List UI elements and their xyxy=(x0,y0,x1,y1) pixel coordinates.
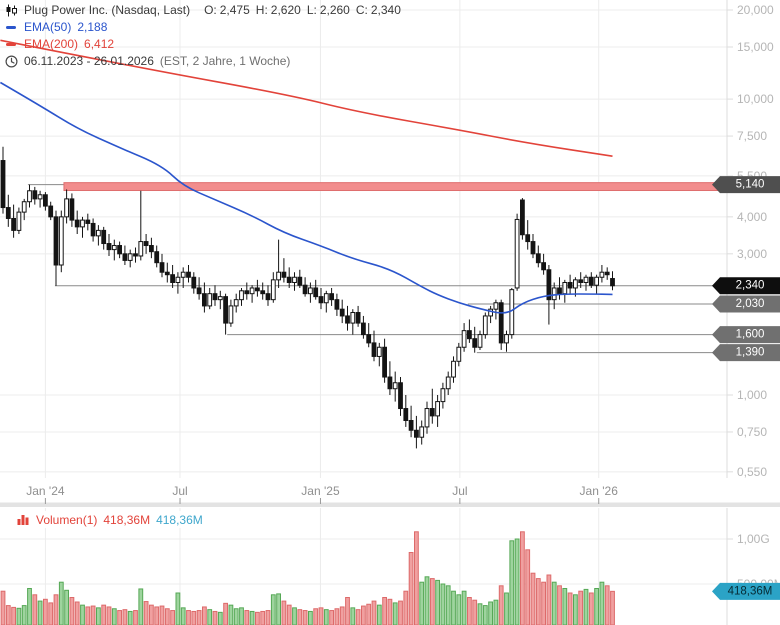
svg-text:2,340: 2,340 xyxy=(736,280,765,292)
ema200-label: EMA(200) xyxy=(24,37,79,51)
ema50-value: 2,188 xyxy=(77,20,108,34)
volume-bars-icon xyxy=(16,514,30,525)
svg-text:Jan '26: Jan '26 xyxy=(580,484,619,498)
svg-text:0,750: 0,750 xyxy=(737,425,767,439)
main-legend: Plug Power Inc. (Nasdaq, Last) O: 2,475 H… xyxy=(4,2,401,70)
svg-text:1,000: 1,000 xyxy=(737,388,767,402)
svg-text:0,550: 0,550 xyxy=(737,465,767,479)
close-value: C: 2,340 xyxy=(355,3,401,17)
svg-text:7,500: 7,500 xyxy=(737,129,767,143)
svg-text:4,000: 4,000 xyxy=(737,210,767,224)
clock-icon xyxy=(4,55,18,68)
svg-text:15,000: 15,000 xyxy=(737,40,774,54)
instrument-title: Plug Power Inc. (Nasdaq, Last) xyxy=(24,3,191,17)
ema50-row: EMA(50) 2,188 xyxy=(4,19,401,36)
volume-value-current: 418,36M xyxy=(156,512,203,527)
svg-text:1,600: 1,600 xyxy=(736,329,765,341)
svg-text:1,390: 1,390 xyxy=(736,347,765,359)
svg-text:Jul: Jul xyxy=(172,484,187,498)
volume-value: 418,36M xyxy=(103,512,151,527)
instrument-row: Plug Power Inc. (Nasdaq, Last) O: 2,475 H… xyxy=(4,2,401,19)
svg-text:20,000: 20,000 xyxy=(737,3,774,17)
ema200-line-icon xyxy=(4,43,18,46)
ema50-label: EMA(50) xyxy=(24,20,72,34)
low-value: L: 2,260 xyxy=(306,3,350,17)
date-range: 06.11.2023 - 26.01.2026 xyxy=(24,54,154,68)
svg-text:1,00G: 1,00G xyxy=(737,532,770,546)
open-value: O: 2,475 xyxy=(204,3,250,17)
volume-label: Volumen(1) xyxy=(36,512,98,527)
svg-text:10,000: 10,000 xyxy=(737,92,774,106)
volume-legend-row: Volumen(1) 418,36M 418,36M xyxy=(16,511,203,528)
timeframe-label: (EST, 2 Jahre, 1 Woche) xyxy=(159,54,291,68)
ema200-row: EMA(200) 6,412 xyxy=(4,36,401,53)
svg-text:3,000: 3,000 xyxy=(737,247,767,261)
svg-text:Jan '24: Jan '24 xyxy=(26,484,65,498)
svg-text:2,030: 2,030 xyxy=(736,298,765,310)
date-range-row: 06.11.2023 - 26.01.2026 (EST, 2 Jahre, 1… xyxy=(4,53,401,70)
volume-legend: Volumen(1) 418,36M 418,36M xyxy=(14,511,207,528)
svg-text:5,140: 5,140 xyxy=(736,179,765,191)
ema50-line-icon xyxy=(4,26,18,29)
svg-text:418,36M: 418,36M xyxy=(728,585,773,597)
candlestick-icon xyxy=(4,4,18,17)
high-value: H: 2,620 xyxy=(255,3,301,17)
ema200-value: 6,412 xyxy=(84,37,115,51)
svg-text:Jan '25: Jan '25 xyxy=(301,484,340,498)
svg-text:Jul: Jul xyxy=(452,484,467,498)
